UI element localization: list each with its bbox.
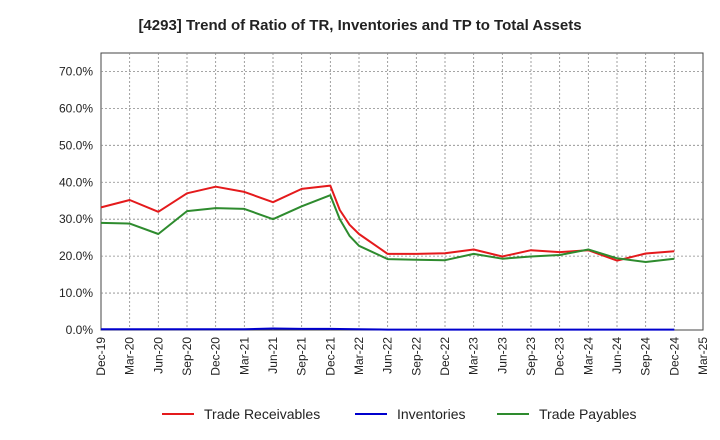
x-tick-label: Jun-23: [495, 337, 509, 374]
y-tick-label: 70.0%: [59, 64, 93, 78]
series-line-3: [100, 194, 675, 263]
plot-area: 0.0% 10.0% 20.0% 30.0% 40.0% 50.0% 60.0% 70.0% D…: [59, 52, 710, 376]
x-tick-label: Dec-21: [323, 337, 337, 376]
y-tick-label: 40.0%: [59, 175, 93, 189]
y-tick-label: 30.0%: [59, 212, 93, 226]
y-tick-label: 60.0%: [59, 101, 93, 115]
x-tick-label: Mar-25: [696, 337, 710, 375]
x-tick-label: Jun-24: [610, 337, 624, 374]
x-tick-label: Sep-20: [180, 337, 194, 376]
x-tick-label: Dec-22: [438, 337, 452, 376]
plot-frame: [100, 52, 704, 331]
x-tick-label: Jun-22: [381, 337, 395, 374]
x-tick-label: Mar-20: [123, 337, 137, 375]
legend-label-1: Trade Receivables: [204, 406, 320, 422]
x-tick-label: Dec-20: [209, 337, 223, 376]
x-tick-label: Sep-23: [524, 337, 538, 376]
legend-label-3: Trade Payables: [539, 406, 637, 422]
chart-title: [4293] Trend of Ratio of TR, Inventories…: [138, 17, 581, 34]
y-tick-label: 50.0%: [59, 138, 93, 152]
legend-label-2: Inventories: [397, 406, 465, 422]
legend: Trade Receivables Inventories Trade Payabl…: [162, 406, 637, 422]
x-tick-label: Sep-21: [295, 337, 309, 376]
x-tick-label: Jun-21: [266, 337, 280, 374]
x-tick-label: Dec-24: [667, 337, 681, 376]
x-tick-label: Sep-24: [639, 337, 653, 376]
x-tick-label: Mar-21: [237, 337, 251, 375]
x-tick-label: Mar-24: [581, 337, 595, 375]
x-tick-label: Jun-20: [151, 337, 165, 374]
x-tick-label: Dec-23: [553, 337, 567, 376]
x-tick-label: Mar-22: [352, 337, 366, 375]
x-tick-label: Mar-23: [467, 337, 481, 375]
x-tick-label: Dec-19: [94, 337, 108, 376]
x-tick-label: Sep-22: [409, 337, 423, 376]
y-tick-label: 20.0%: [59, 249, 93, 263]
y-tick-label: 0.0%: [66, 323, 94, 337]
series-line-2: [101, 327, 675, 331]
y-tick-label: 10.0%: [59, 286, 93, 300]
series-line-1: [100, 184, 675, 262]
